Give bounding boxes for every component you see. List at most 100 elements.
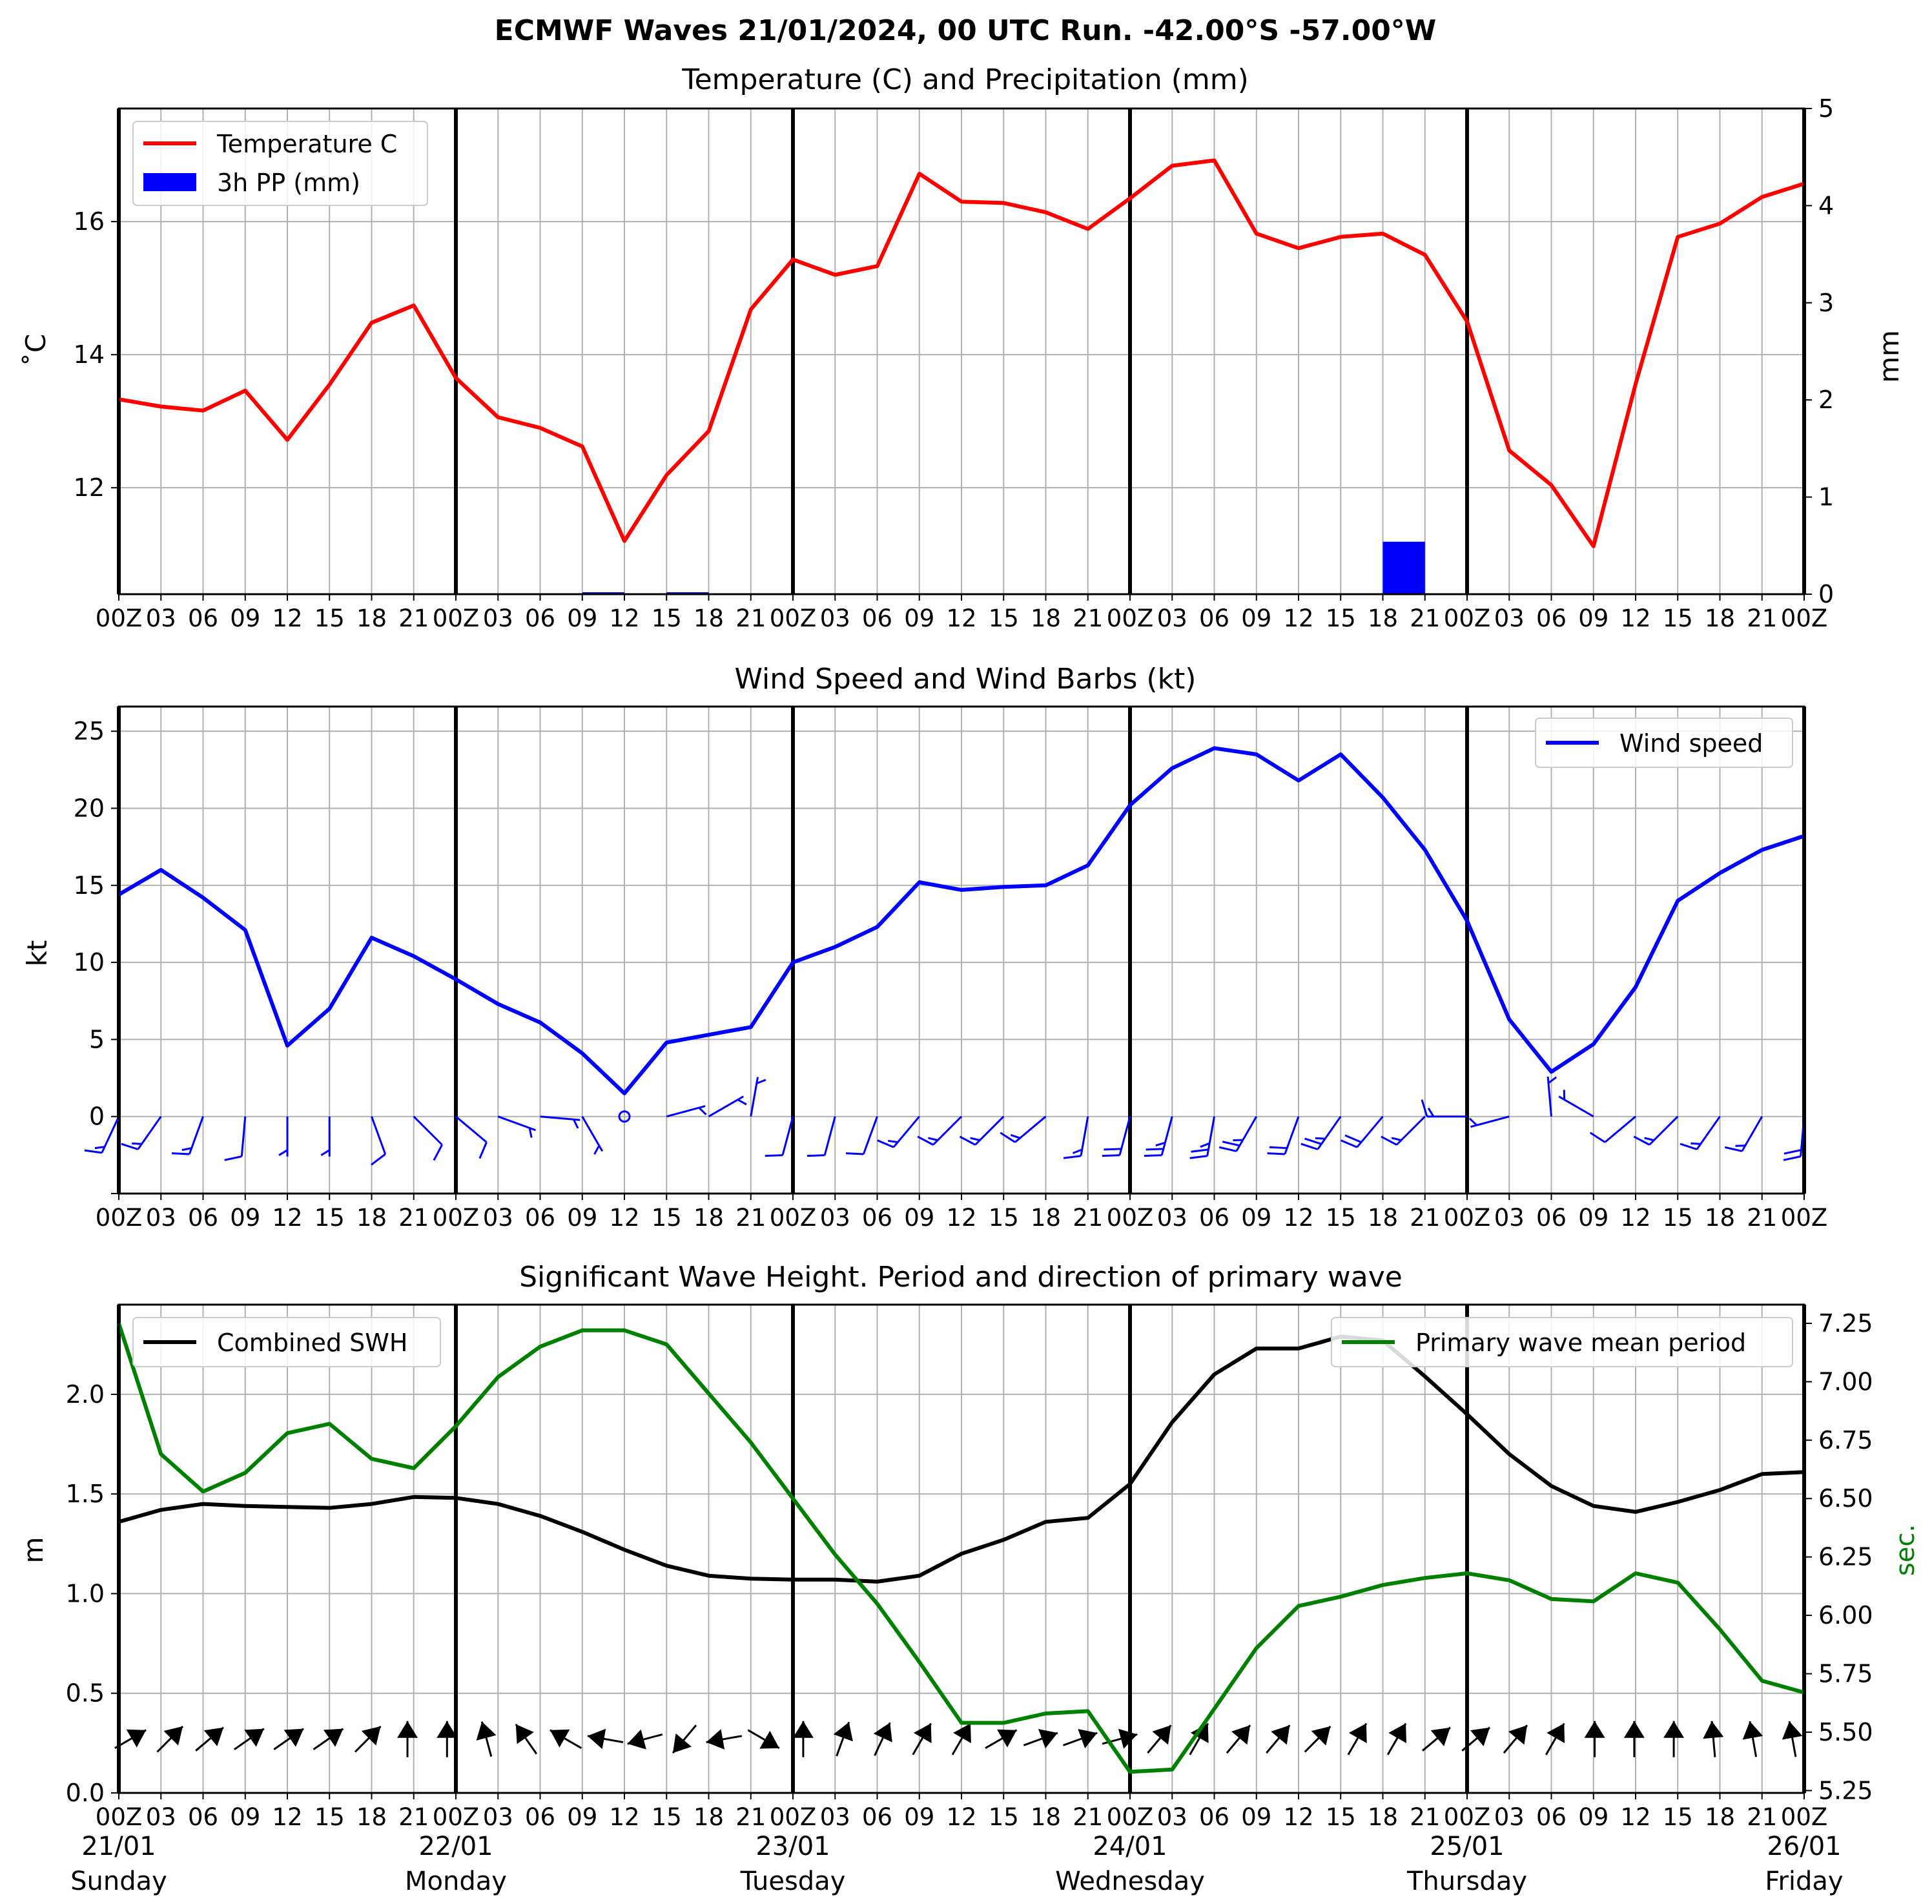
wave-arrow-head xyxy=(1118,1728,1138,1749)
y-tick-label: 0.5 xyxy=(66,1679,105,1708)
x-tick-label: 12 xyxy=(272,1204,302,1232)
x-tick-label: 06 xyxy=(1199,605,1229,632)
wind-barb-feather xyxy=(278,1149,288,1156)
precipitation-bar xyxy=(1382,541,1425,594)
x-tick-label: 03 xyxy=(483,1204,513,1232)
wind-barb-feather xyxy=(1315,1137,1326,1140)
x-tick-label: 03 xyxy=(1494,605,1525,632)
y2-tick-label: 5.25 xyxy=(1818,1776,1873,1805)
wind-barb-feather xyxy=(928,1137,938,1141)
x-tick-label: 21 xyxy=(735,605,766,632)
wind-barb-staff xyxy=(1317,1115,1342,1150)
y2-tick-label: 6.00 xyxy=(1818,1601,1873,1630)
wind-barb-staff xyxy=(932,1115,963,1146)
wind-barb-feather xyxy=(224,1155,242,1161)
temperature-precipitation-panel: Temperature (C) and Precipitation (mm) ˚… xyxy=(20,63,1905,632)
wave-arrow-head xyxy=(587,1728,606,1750)
wind-barb xyxy=(1267,1116,1300,1155)
wind-barb-staff xyxy=(188,1116,204,1155)
wind-barb xyxy=(917,1115,963,1146)
y2-tick-label: 1 xyxy=(1818,483,1834,512)
wave-arrow-head xyxy=(1584,1721,1605,1738)
y-tick-label: 25 xyxy=(74,717,105,745)
x-tick-label: 18 xyxy=(356,1803,387,1831)
x-tick-label: 12 xyxy=(946,605,976,632)
wind-barb xyxy=(1421,1099,1468,1118)
wave-arrow-head xyxy=(126,1729,147,1748)
day-weekday-label: Sunday xyxy=(70,1867,167,1896)
wind-barb-feather xyxy=(1633,1135,1650,1146)
wind-barb-staff xyxy=(974,1115,1005,1146)
wind-barb-staff xyxy=(371,1116,387,1155)
wave-direction-arrow xyxy=(1503,1724,1528,1754)
swh-legend-box xyxy=(132,1317,441,1367)
wind-barb xyxy=(959,1115,1005,1146)
wave-direction-arrow xyxy=(792,1721,814,1757)
wind-barb-feather xyxy=(1344,1134,1362,1143)
wave-direction-arrow xyxy=(1266,1724,1291,1754)
wave-arrow-head xyxy=(1271,1725,1290,1745)
x-tick-label: 15 xyxy=(652,1204,682,1232)
wind-barb-feather xyxy=(1468,1117,1478,1126)
wave-direction-arrow xyxy=(1461,1726,1491,1752)
y-tick-label: 2.0 xyxy=(66,1380,105,1409)
x-tick-label: 00Z xyxy=(1107,605,1153,632)
x-tick-label: 12 xyxy=(609,1803,639,1831)
x-tick-label: 21 xyxy=(1410,605,1440,632)
x-tick-label: 09 xyxy=(1578,1803,1608,1831)
wave-direction-arrow xyxy=(397,1721,418,1757)
wind-barb-staff xyxy=(823,1116,836,1155)
wind-barb-staff xyxy=(1558,1095,1594,1117)
x-tick-label: 09 xyxy=(1578,1204,1608,1232)
wave-direction-arrow xyxy=(1623,1721,1645,1757)
wind-barb xyxy=(1381,1115,1426,1146)
wave-direction-arrow xyxy=(1422,1726,1451,1752)
wind-barb-staff xyxy=(1080,1116,1089,1157)
wind-barb-feather xyxy=(1548,1076,1557,1084)
wind-barb-feather xyxy=(433,1144,443,1161)
x-tick-label: 00Z xyxy=(96,1204,142,1232)
wind-barb-feather xyxy=(1063,1155,1082,1159)
wind-barb xyxy=(581,1115,604,1155)
wave-arrow-head xyxy=(1152,1725,1171,1745)
wave-direction-arrow xyxy=(587,1728,624,1750)
wave-arrow-head xyxy=(627,1729,646,1750)
x-tick-label: 18 xyxy=(694,605,724,632)
day-date-label: 23/01 xyxy=(755,1832,830,1861)
wind-barb xyxy=(278,1116,289,1157)
wave-arrow-head xyxy=(397,1721,418,1738)
temperature-panel-title: Temperature (C) and Precipitation (mm) xyxy=(681,63,1249,96)
day-labels: 21/01 Sunday 22/01 Monday 23/01 Tuesday 24/01 W… xyxy=(70,1832,1843,1896)
x-tick-label: 06 xyxy=(525,605,555,632)
wave-arrow-head xyxy=(515,1724,534,1744)
wave-arrow-head xyxy=(873,1723,892,1743)
wind-barb xyxy=(540,1115,581,1129)
wind-barb-feather xyxy=(1690,1142,1701,1145)
x-tick-label: 15 xyxy=(1326,1803,1356,1831)
wave-direction-arrow xyxy=(313,1728,344,1750)
wind-barb xyxy=(1724,1115,1763,1152)
x-tick-label: 18 xyxy=(1368,605,1398,632)
wind-legend: Wind speed xyxy=(1535,718,1793,768)
y2-tick-label: 2 xyxy=(1818,386,1834,414)
wind-barb-feather xyxy=(1381,1135,1397,1146)
wave-direction-arrow xyxy=(1545,1723,1565,1755)
wave-arrow-head xyxy=(323,1728,344,1747)
wind-barb-feather xyxy=(320,1149,331,1156)
wind-plot-frame xyxy=(118,705,1805,1195)
y2-tick-label: 4 xyxy=(1818,191,1834,220)
wind-barb-feather xyxy=(970,1137,980,1141)
y2-tick-label: 3 xyxy=(1818,289,1834,317)
x-tick-label: 15 xyxy=(1663,1204,1693,1232)
y-tick-label: 20 xyxy=(74,794,105,822)
wind-barb xyxy=(1218,1115,1258,1152)
day-date-label: 25/01 xyxy=(1430,1832,1504,1861)
wind-barb xyxy=(1102,1116,1131,1157)
wave-period-axis-label: sec. xyxy=(1891,1524,1920,1576)
wave-direction-arrow xyxy=(156,1725,184,1753)
wave-series xyxy=(117,1322,1805,1774)
x-tick-label: 06 xyxy=(1199,1204,1229,1232)
y-tick-label: 15 xyxy=(74,871,105,900)
